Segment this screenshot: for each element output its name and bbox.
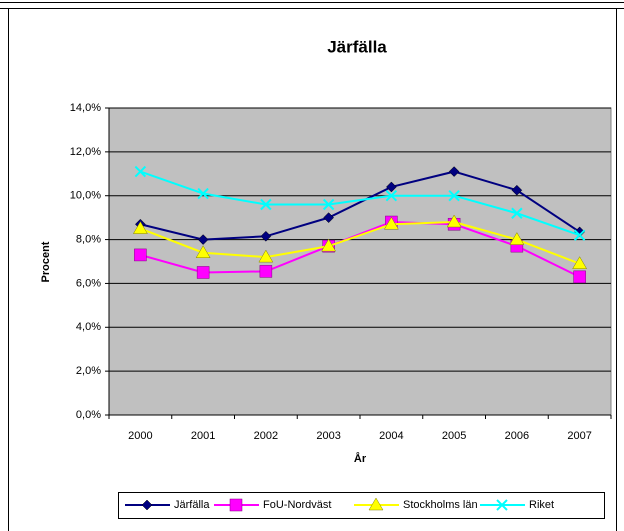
chart-title: Järfälla xyxy=(327,37,387,56)
x-tick-label: 2006 xyxy=(505,430,529,442)
marker xyxy=(195,245,211,258)
marker xyxy=(322,198,335,211)
marker xyxy=(511,207,523,219)
marker xyxy=(511,184,523,196)
marker xyxy=(134,165,147,178)
x-tick-label: 2001 xyxy=(191,430,215,442)
x-tick-label: 2007 xyxy=(567,430,591,442)
marker xyxy=(573,270,586,284)
marker xyxy=(134,248,147,262)
y-tick-label: 14,0% xyxy=(70,102,101,114)
marker xyxy=(496,499,508,511)
marker xyxy=(132,221,148,234)
marker xyxy=(573,229,586,241)
marker xyxy=(197,234,209,245)
y-tick-label: 12,0% xyxy=(70,146,101,158)
marker xyxy=(448,166,460,177)
marker xyxy=(383,216,399,230)
legend: Järfälla FoU-Nordväst Stockholms län Riket xyxy=(118,492,605,519)
legend-label: Stockholms län xyxy=(403,499,478,511)
y-tick-label: 2,0% xyxy=(76,365,101,377)
x-tick-label: 2004 xyxy=(379,430,403,442)
marker xyxy=(258,249,274,263)
marker xyxy=(260,230,272,242)
x-axis-label: År xyxy=(354,452,367,465)
legend-label: Riket xyxy=(529,499,554,511)
x-tick-label: 2000 xyxy=(128,430,152,442)
series-line xyxy=(140,170,580,237)
marker xyxy=(368,497,384,511)
y-axis-label: Procent xyxy=(40,241,52,282)
marker xyxy=(385,190,398,202)
marker xyxy=(448,190,460,202)
series-line xyxy=(140,170,581,241)
marker xyxy=(446,214,462,228)
series-line xyxy=(140,221,581,278)
x-tick-label: 2002 xyxy=(254,430,278,442)
plot-area xyxy=(108,107,612,416)
x-tick-label: 2003 xyxy=(316,430,340,442)
y-tick-label: 8,0% xyxy=(76,233,101,245)
marker xyxy=(509,232,525,245)
marker xyxy=(196,266,210,279)
y-tick-label: 0,0% xyxy=(76,409,101,421)
y-tick-label: 4,0% xyxy=(76,321,101,333)
legend-label: FoU-Nordväst xyxy=(263,499,331,511)
legend-label: Järfälla xyxy=(174,499,210,511)
marker xyxy=(572,256,588,269)
marker xyxy=(229,498,243,512)
marker xyxy=(323,212,334,223)
marker xyxy=(260,198,272,211)
marker xyxy=(386,181,397,193)
marker xyxy=(141,499,153,511)
y-tick-label: 10,0% xyxy=(70,190,101,202)
x-tick-label: 2005 xyxy=(442,430,466,442)
series-line xyxy=(140,221,580,265)
marker xyxy=(197,187,209,200)
marker xyxy=(259,265,273,278)
y-tick-label: 6,0% xyxy=(76,277,101,289)
marker xyxy=(321,238,337,252)
